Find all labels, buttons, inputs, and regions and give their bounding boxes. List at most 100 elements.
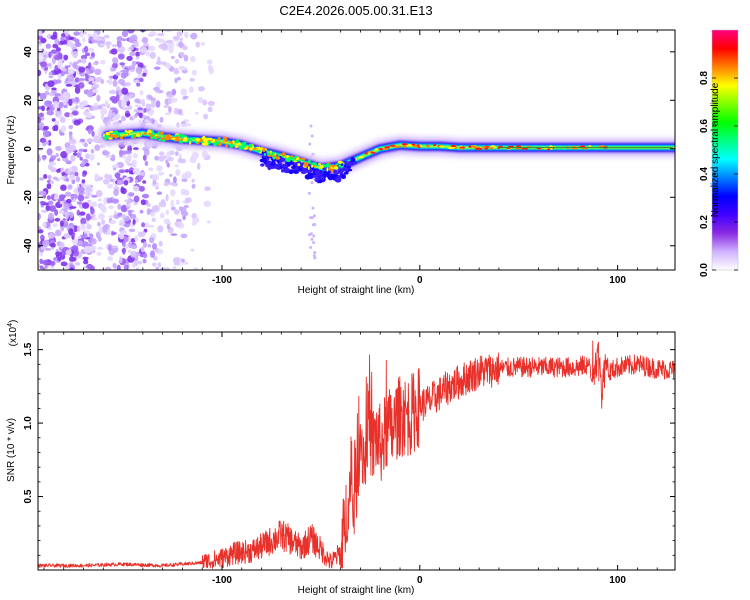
snr-y-multiplier-base: (x10 — [8, 326, 19, 346]
noise-dot — [105, 41, 112, 46]
ridge-spot — [242, 141, 247, 145]
noise-dot — [117, 213, 122, 218]
noise-dot — [77, 186, 85, 193]
noise-dot — [42, 125, 49, 131]
noise-dot — [94, 40, 100, 44]
noise-dot — [58, 101, 64, 109]
ridge-spot — [202, 135, 206, 139]
noise-dot — [108, 244, 112, 252]
noise-dot — [149, 250, 156, 258]
noise-dot — [96, 162, 101, 166]
noise-dot — [155, 266, 159, 270]
noise-dot — [206, 59, 213, 65]
noise-dot — [38, 58, 43, 63]
ridge-spot — [223, 136, 228, 141]
ridge-blob — [260, 163, 265, 167]
noise-dot — [102, 225, 108, 233]
noise-dot — [120, 186, 125, 194]
noise-dot — [119, 219, 125, 226]
noise-dot — [104, 173, 110, 180]
noise-dot — [49, 205, 57, 212]
noise-dot — [50, 242, 56, 248]
ridge-spot — [225, 144, 229, 148]
noise-dot — [111, 164, 120, 169]
noise-dot — [46, 148, 53, 156]
noise-dot — [134, 178, 139, 184]
ridge-spot — [384, 146, 390, 149]
noise-dot — [97, 246, 104, 251]
noise-dot — [313, 214, 316, 218]
ridge-spot — [450, 144, 457, 148]
noise-dot — [69, 267, 74, 270]
ridge-blob — [266, 163, 271, 169]
noise-dot — [54, 124, 59, 132]
noise-dot — [175, 218, 182, 222]
noise-dot — [81, 179, 86, 184]
noise-dot — [75, 42, 82, 47]
noise-dot — [207, 100, 215, 106]
ridge-spot — [398, 145, 401, 148]
noise-dot — [47, 200, 54, 206]
noise-dot — [54, 38, 60, 45]
snr-series-line — [38, 340, 675, 569]
noise-dot — [168, 45, 174, 54]
ridge-spot — [378, 148, 383, 151]
noise-dot — [163, 182, 169, 187]
ridge-spot — [267, 152, 270, 156]
noise-dot — [312, 241, 316, 245]
noise-dot — [126, 105, 133, 111]
noise-dot — [139, 209, 144, 214]
noise-dot — [100, 113, 105, 121]
noise-dot — [41, 105, 45, 112]
noise-dot — [92, 89, 99, 94]
noise-dot — [80, 54, 88, 60]
ridge-spot — [275, 156, 281, 160]
ridge-spot — [580, 145, 585, 148]
noise-dot — [85, 70, 91, 75]
noise-dot — [68, 144, 77, 152]
noise-dot — [98, 226, 103, 235]
ridge-spot — [133, 135, 136, 139]
noise-dot — [75, 176, 80, 183]
noise-dot — [172, 265, 177, 270]
noise-dot — [132, 167, 140, 175]
noise-dot — [203, 200, 211, 207]
noise-dot — [54, 93, 61, 97]
noise-dot — [83, 45, 89, 53]
noise-dot — [156, 191, 163, 195]
noise-dot — [86, 125, 94, 132]
noise-dot — [42, 222, 47, 228]
noise-dot — [159, 212, 165, 219]
noise-dot — [81, 223, 86, 230]
y-tick-label: -40 — [23, 238, 34, 253]
noise-dot — [117, 203, 122, 210]
noise-dot — [308, 142, 312, 146]
noise-dot — [92, 105, 99, 111]
noise-dot — [80, 217, 87, 225]
noise-dot — [138, 77, 144, 83]
colorbar-tick-label: 0.8 — [699, 71, 710, 85]
noise-dot — [166, 224, 171, 230]
ridge-spot — [292, 158, 295, 163]
noise-dot — [191, 183, 196, 189]
ridge-spot — [272, 156, 276, 160]
ridge-blob — [338, 168, 344, 173]
ridge-spot — [470, 145, 474, 148]
noise-dot — [152, 262, 157, 267]
ridge-spot — [307, 166, 310, 170]
noise-dot — [38, 155, 41, 163]
ridge-spot — [105, 131, 110, 136]
noise-dot — [143, 241, 147, 248]
noise-dot — [108, 89, 117, 95]
ridge-spot — [364, 152, 368, 155]
noise-dot — [109, 219, 117, 225]
noise-dot — [158, 44, 164, 49]
noise-dot — [70, 193, 75, 200]
noise-dot — [63, 104, 68, 109]
ridge-spot — [294, 155, 298, 158]
noise-dot — [64, 191, 72, 197]
noise-dot — [138, 185, 145, 192]
noise-dot — [65, 160, 72, 165]
noise-dot — [158, 155, 165, 162]
noise-dot — [175, 151, 179, 156]
